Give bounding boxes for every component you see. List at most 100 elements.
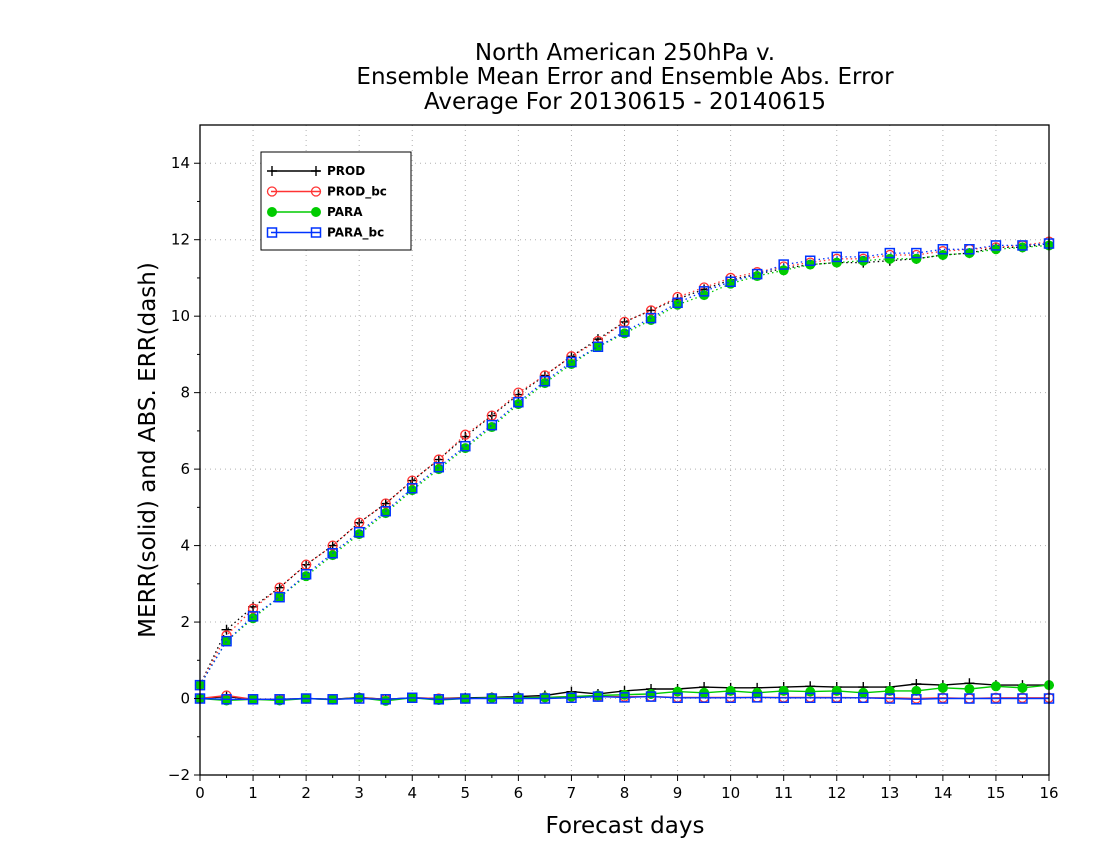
data-point <box>805 686 816 697</box>
data-point <box>380 498 391 509</box>
x-tick-label: 2 <box>301 784 311 802</box>
legend: PROD PROD_bc PARA PARA_bc <box>260 151 412 251</box>
data-point <box>858 692 869 704</box>
chart-title-line-2: Ensemble Mean Error and Ensemble Abs. Er… <box>356 64 894 90</box>
x-tick-label: 15 <box>986 784 1005 802</box>
y-axis-label: MERR(solid) and ABS. ERR(dash) <box>135 262 161 638</box>
data-point <box>566 356 577 368</box>
data-point <box>460 431 471 442</box>
data-point <box>619 326 630 337</box>
x-tick-label: 6 <box>514 784 524 802</box>
y-tick-label: 0 <box>180 690 190 708</box>
data-point <box>937 693 949 704</box>
series-prod <box>195 238 1054 705</box>
data-point <box>247 603 259 614</box>
data-point <box>310 186 322 197</box>
data-point <box>937 682 948 693</box>
data-point <box>267 207 277 217</box>
x-tick-label: 16 <box>1039 784 1058 802</box>
data-point <box>884 253 895 264</box>
data-point <box>911 253 922 264</box>
data-point <box>267 166 277 176</box>
x-tick-label: 0 <box>195 784 205 802</box>
data-point <box>778 265 789 276</box>
data-point <box>1017 240 1028 251</box>
data-point <box>539 375 551 387</box>
data-point <box>672 692 683 704</box>
grid <box>200 125 1049 775</box>
data-point <box>884 693 896 704</box>
data-point <box>778 685 789 696</box>
series-para-bc <box>194 238 1055 705</box>
data-point <box>433 461 445 473</box>
series-line-abserr <box>199 240 1050 686</box>
data-point <box>990 693 1002 704</box>
chart-title-line-3: Average For 20130615 - 20140615 <box>424 89 826 115</box>
data-point <box>407 475 418 486</box>
data-point <box>645 691 657 702</box>
x-tick-label: 1 <box>248 784 258 802</box>
legend-label: PARA <box>327 205 363 219</box>
data-point <box>751 268 763 280</box>
data-point <box>990 681 1001 692</box>
data-point <box>911 685 922 696</box>
legend-label: PROD <box>327 164 365 178</box>
x-tick-label: 8 <box>620 784 630 802</box>
data-point <box>778 259 789 270</box>
x-tick-label: 12 <box>827 784 846 802</box>
series-line-abserr <box>199 242 1050 686</box>
data-point <box>248 601 259 612</box>
data-point <box>513 693 524 704</box>
data-point <box>1017 693 1028 704</box>
data-point <box>831 692 842 704</box>
data-point <box>804 692 816 704</box>
data-point <box>311 207 321 217</box>
data-point <box>433 454 444 465</box>
series-line-merr <box>199 695 1049 701</box>
data-point <box>221 636 232 647</box>
data-point <box>725 685 736 696</box>
y-tick-label: 14 <box>171 154 190 172</box>
x-axis-label: Forecast days <box>546 813 705 839</box>
legend-entry: PROD <box>267 164 365 178</box>
y-tick-label: 4 <box>180 537 190 555</box>
y-axis: −2 0 2 4 6 8 10 12 14 <box>168 154 200 784</box>
data-point <box>645 305 657 316</box>
data-point <box>486 419 498 431</box>
y-tick-label: 2 <box>180 613 190 631</box>
x-tick-label: 7 <box>567 784 577 802</box>
data-point <box>645 312 657 324</box>
data-point <box>353 526 365 538</box>
data-point <box>274 582 285 593</box>
data-point <box>266 227 278 238</box>
data-point <box>247 611 259 622</box>
data-point <box>247 694 259 705</box>
data-point <box>460 693 471 704</box>
data-point <box>964 244 975 255</box>
data-point <box>831 251 842 263</box>
legend-entry: PROD_bc <box>266 185 387 200</box>
legend-label: PARA_bc <box>327 226 384 241</box>
x-tick-label: 13 <box>880 784 899 802</box>
y-tick-label: −2 <box>168 766 190 784</box>
data-point <box>698 286 710 297</box>
data-point <box>486 693 498 704</box>
x-tick-label: 5 <box>461 784 471 802</box>
data-point <box>964 683 975 694</box>
data-point <box>353 693 365 704</box>
data-point <box>751 692 763 703</box>
data-point <box>566 692 577 704</box>
data-point <box>300 693 312 704</box>
data-point <box>274 592 285 603</box>
data-point <box>884 685 895 696</box>
data-point <box>433 694 445 705</box>
data-point <box>327 547 338 559</box>
data-point <box>380 505 391 517</box>
chart-title: North American 250hPa v. Ensemble Mean E… <box>356 40 894 115</box>
legend-entry: PARA <box>267 205 363 219</box>
data-point <box>964 693 975 704</box>
series-line-abserr <box>199 244 1050 686</box>
y-tick-label: 6 <box>180 460 190 478</box>
data-point <box>619 316 630 327</box>
